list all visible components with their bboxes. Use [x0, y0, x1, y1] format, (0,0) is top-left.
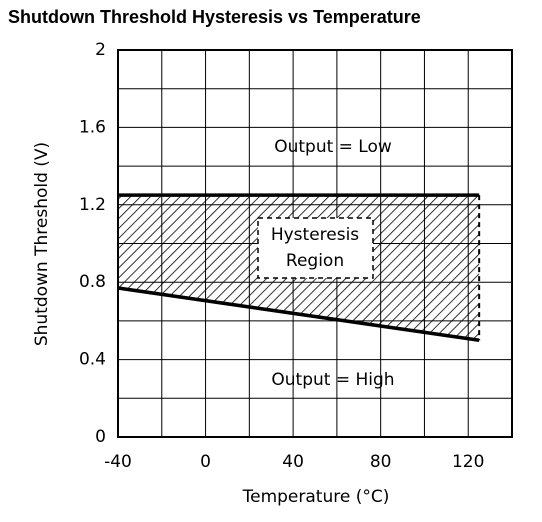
y-tick-label: 0 [95, 427, 106, 447]
plot-frame [117, 49, 513, 438]
y-axis-label: Shutdown Threshold (V) [32, 142, 52, 346]
x-tick-label: 0 [200, 452, 211, 472]
x-axis-label: Temperature (°C) [242, 487, 390, 507]
chart-title: Shutdown Threshold Hysteresis vs Tempera… [8, 7, 421, 27]
annotation: Hysteresis [271, 225, 359, 245]
x-tick-label: 40 [282, 452, 304, 472]
line-series [117, 286, 480, 342]
x-tick-label: -40 [104, 452, 132, 472]
annotation: Output = Low [274, 137, 392, 157]
annotation-box [257, 217, 374, 279]
y-tick-label: 0.8 [79, 272, 106, 292]
y-tick-label: 0.4 [79, 350, 106, 370]
y-tick-label: 2 [95, 40, 106, 60]
annotation: Output = High [271, 370, 394, 390]
y-tick-label: 1.6 [79, 117, 106, 137]
x-tick-label: 120 [452, 452, 484, 472]
annotation: Region [286, 251, 344, 271]
y-tick-label: 1.2 [79, 195, 106, 215]
x-tick-label: 80 [370, 452, 392, 472]
